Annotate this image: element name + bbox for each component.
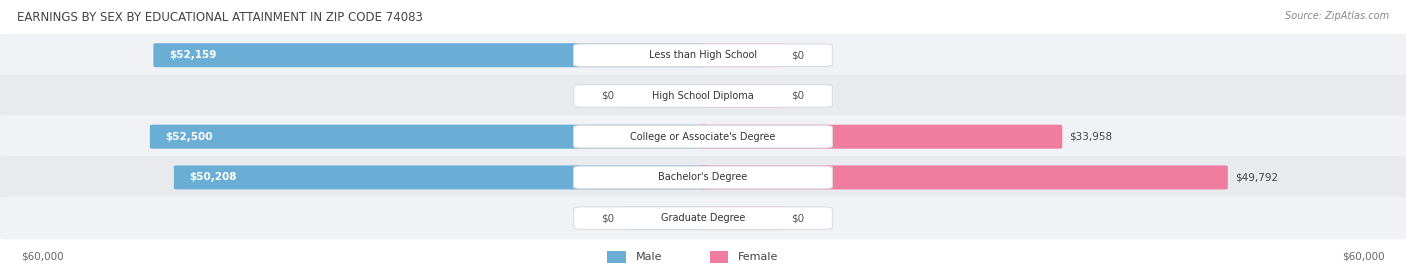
Text: $60,000: $60,000: [21, 252, 63, 262]
FancyBboxPatch shape: [0, 115, 1406, 158]
FancyBboxPatch shape: [699, 165, 1227, 189]
FancyBboxPatch shape: [0, 34, 1406, 77]
FancyBboxPatch shape: [174, 165, 707, 189]
FancyBboxPatch shape: [574, 166, 832, 189]
FancyBboxPatch shape: [574, 125, 832, 148]
Text: Male: Male: [636, 252, 662, 262]
FancyBboxPatch shape: [710, 251, 728, 263]
Text: $0: $0: [792, 213, 804, 223]
Text: Less than High School: Less than High School: [650, 50, 756, 60]
Text: $0: $0: [792, 50, 804, 60]
FancyBboxPatch shape: [0, 197, 1406, 240]
Text: $52,500: $52,500: [166, 132, 212, 142]
Text: $0: $0: [602, 91, 614, 101]
Text: $0: $0: [792, 91, 804, 101]
FancyBboxPatch shape: [574, 207, 832, 229]
FancyBboxPatch shape: [153, 43, 707, 67]
Text: Source: ZipAtlas.com: Source: ZipAtlas.com: [1285, 11, 1389, 21]
FancyBboxPatch shape: [699, 84, 785, 108]
FancyBboxPatch shape: [621, 84, 707, 108]
FancyBboxPatch shape: [0, 75, 1406, 117]
Text: $49,792: $49,792: [1234, 172, 1278, 183]
FancyBboxPatch shape: [574, 85, 832, 107]
Text: $33,958: $33,958: [1070, 132, 1112, 142]
FancyBboxPatch shape: [574, 44, 832, 66]
FancyBboxPatch shape: [0, 156, 1406, 199]
FancyBboxPatch shape: [607, 251, 626, 263]
Text: EARNINGS BY SEX BY EDUCATIONAL ATTAINMENT IN ZIP CODE 74083: EARNINGS BY SEX BY EDUCATIONAL ATTAINMEN…: [17, 11, 423, 24]
FancyBboxPatch shape: [699, 125, 1063, 149]
FancyBboxPatch shape: [699, 43, 785, 67]
Text: High School Diploma: High School Diploma: [652, 91, 754, 101]
Text: $0: $0: [602, 213, 614, 223]
FancyBboxPatch shape: [150, 125, 707, 149]
FancyBboxPatch shape: [699, 206, 785, 230]
Text: $60,000: $60,000: [1343, 252, 1385, 262]
Text: Graduate Degree: Graduate Degree: [661, 213, 745, 223]
Text: $50,208: $50,208: [190, 172, 236, 183]
Text: Female: Female: [738, 252, 779, 262]
Text: $52,159: $52,159: [169, 50, 217, 60]
Text: Bachelor's Degree: Bachelor's Degree: [658, 172, 748, 183]
Text: College or Associate's Degree: College or Associate's Degree: [630, 132, 776, 142]
FancyBboxPatch shape: [621, 206, 707, 230]
